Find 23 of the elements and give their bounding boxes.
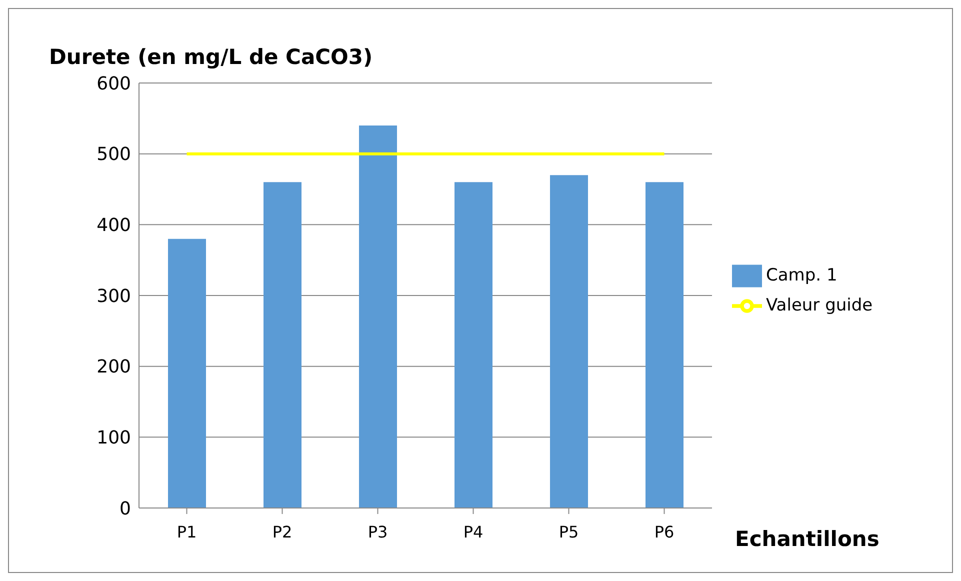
bar: [646, 182, 684, 508]
x-tick-label: P3: [368, 522, 388, 542]
x-tick-label: P6: [654, 522, 674, 542]
y-tick-label: 200: [96, 356, 131, 378]
y-axis-title: Durete (en mg/L de CaCO3): [49, 45, 373, 69]
y-tick-label: 300: [96, 286, 131, 307]
y-tick-label: 0: [120, 498, 131, 520]
bar: [264, 182, 302, 508]
y-tick-label: 400: [96, 215, 131, 236]
bar: [168, 238, 206, 508]
y-tick-label: 500: [96, 144, 131, 166]
bar: [550, 175, 588, 508]
y-tick-label: 100: [96, 428, 131, 449]
x-tick-label: P4: [463, 522, 484, 542]
x-tick-label: P1: [176, 522, 197, 542]
bar: [359, 126, 397, 508]
bar: [454, 182, 492, 508]
legend-label: Camp. 1: [766, 265, 838, 286]
x-tick-label: P2: [272, 522, 292, 542]
x-axis-title: Echantillons: [735, 527, 880, 551]
y-tick-label: 600: [96, 73, 131, 94]
legend-label: Valeur guide: [766, 295, 873, 316]
x-tick-label: P5: [558, 522, 579, 542]
